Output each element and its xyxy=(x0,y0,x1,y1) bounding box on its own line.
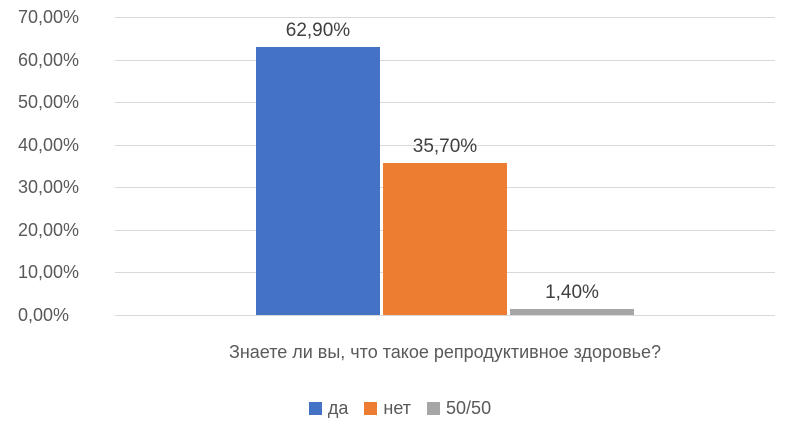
legend: да нет 50/50 xyxy=(0,398,800,419)
y-tick-label: 70,00% xyxy=(18,7,80,27)
y-tick-label: 40,00% xyxy=(18,134,80,155)
bar-50/50 xyxy=(510,309,634,315)
data-label-да: 62,90% xyxy=(285,20,351,42)
y-tick-label: 50,00% xyxy=(18,92,80,113)
bar-да xyxy=(256,47,380,315)
legend-swatch-icon xyxy=(308,402,322,415)
y-tick-label: 20,00% xyxy=(18,219,80,240)
legend-item-50/50: 50/50 xyxy=(427,398,491,419)
legend-label: 50/50 xyxy=(446,398,492,418)
y-tick-label: 10,00% xyxy=(18,262,80,283)
legend-label: да xyxy=(327,398,349,418)
plot-area: 62,90% 35,70% 1,40% xyxy=(115,17,775,316)
x-axis-title: Знаете ли вы, что такое репродуктивное з… xyxy=(228,342,662,362)
legend-item-да: да xyxy=(308,398,349,419)
data-label-нет: 35,70% xyxy=(412,136,478,158)
legend-swatch-icon xyxy=(364,402,378,415)
gridline xyxy=(115,102,775,104)
gridline xyxy=(115,59,775,61)
y-tick-label: 30,00% xyxy=(18,177,80,198)
y-tick-label: 60,00% xyxy=(18,49,80,70)
legend-label: нет xyxy=(383,398,412,418)
bar-нет xyxy=(383,163,507,315)
gridline xyxy=(115,17,775,18)
gridline xyxy=(115,315,775,316)
legend-item-нет: нет xyxy=(364,398,411,419)
gridline xyxy=(115,144,775,146)
data-label-50/50: 1,40% xyxy=(545,282,599,304)
legend-swatch-icon xyxy=(427,402,441,415)
y-tick-label: 0,00% xyxy=(18,305,70,325)
